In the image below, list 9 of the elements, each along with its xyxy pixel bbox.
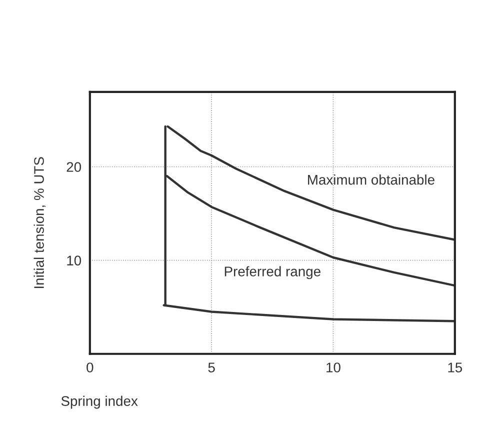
annotation: Preferred range xyxy=(224,266,320,280)
x-tick-label: 10 xyxy=(326,362,340,372)
y-axis-title: Initial tension, % UTS xyxy=(34,157,46,288)
x-tick-label: 0 xyxy=(86,362,94,372)
annotation: Maximum obtainable xyxy=(308,174,434,185)
x-axis-title: Spring index xyxy=(61,396,138,409)
x-tick-label: 15 xyxy=(448,362,462,372)
y-tick-label: 20 xyxy=(66,162,82,172)
x-tick-label: 5 xyxy=(208,362,215,372)
